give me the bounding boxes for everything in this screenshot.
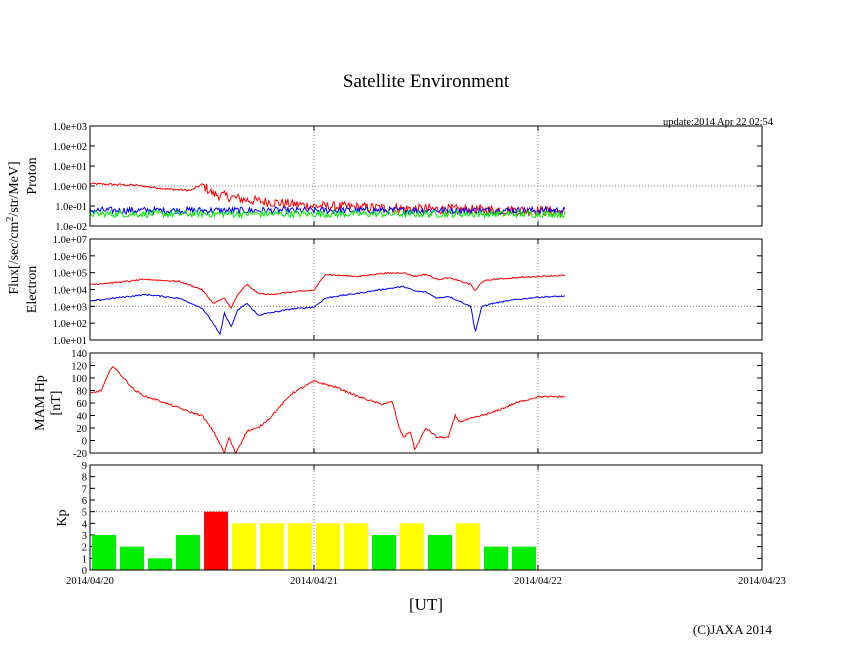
kp-bar — [176, 535, 200, 570]
mam-hp-ytick-label: 80 — [77, 387, 88, 398]
kp-frame — [89, 464, 763, 571]
electron-ytick-label: 1.0e+05 — [53, 269, 87, 280]
electron-series-electron-high — [90, 271, 566, 309]
proton-ylabel: Proton — [25, 157, 40, 194]
proton-ytick-label: 1.0e+00 — [53, 182, 87, 193]
kp-ytick-label: 6 — [82, 496, 87, 507]
proton-series-proton-mid — [90, 209, 566, 220]
chart-title: Satellite Environment — [343, 71, 510, 92]
flux-axis-label: Flux[/sec/cm2/str/MeV] — [5, 161, 22, 294]
kp-bar — [344, 523, 368, 570]
proton-frame — [89, 125, 763, 227]
kp-bar — [372, 535, 396, 570]
electron-ylabel: Electron — [25, 266, 40, 313]
proton-ytick-label: 1.0e+02 — [53, 142, 87, 153]
x-tick-label: 2014/04/21 — [290, 576, 338, 587]
x-tick-label: 2014/04/20 — [66, 576, 114, 587]
update-timestamp: update:2014 Apr 22 02:54 — [663, 117, 774, 128]
kp-bar — [400, 523, 424, 570]
kp-bar — [512, 546, 536, 570]
proton-series-proton-high — [90, 182, 566, 218]
electron-ytick-label: 1.0e+01 — [53, 336, 87, 347]
proton-ytick-label: 1.0e+03 — [53, 122, 87, 133]
kp-bar — [232, 523, 256, 570]
kp-bar — [288, 523, 312, 570]
kp-ytick-label: 9 — [82, 461, 87, 472]
electron-ytick-label: 1.0e+06 — [53, 252, 87, 263]
kp-ytick-label: 8 — [82, 473, 87, 484]
kp-bar — [148, 558, 172, 570]
kp-ytick-label: 2 — [82, 543, 87, 554]
mam-hp-frame — [89, 352, 763, 454]
x-tick-label: 2014/04/23 — [738, 576, 786, 587]
kp-bar — [456, 523, 480, 570]
mam-hp-ytick-label: 120 — [71, 362, 87, 373]
mam-hp-series-hp — [90, 365, 565, 453]
mam-hp-ytick-label: 20 — [77, 424, 88, 435]
kp-bar — [484, 546, 508, 570]
mam-hp-ylabel: MAM Hp — [33, 375, 48, 431]
kp-bar — [92, 535, 116, 570]
kp-bar — [260, 523, 284, 570]
proton-ytick-label: 1.0e-02 — [55, 222, 87, 233]
electron-ytick-label: 1.0e+07 — [53, 235, 87, 246]
kp-bar — [316, 523, 340, 570]
x-tick-label: 2014/04/22 — [514, 576, 562, 587]
kp-ytick-label: 1 — [82, 554, 87, 565]
kp-ytick-label: 0 — [82, 566, 87, 577]
electron-series-electron-low — [90, 285, 566, 336]
kp-ytick-label: 4 — [82, 519, 88, 530]
x-axis-label: [UT] — [409, 595, 443, 614]
proton-ytick-label: 1.0e-01 — [55, 202, 87, 213]
electron-ytick-label: 1.0e+04 — [53, 286, 88, 297]
kp-bar — [428, 535, 452, 570]
kp-ytick-label: 7 — [82, 484, 87, 495]
kp-bar — [204, 511, 228, 570]
kp-ytick-label: 5 — [82, 508, 87, 519]
mam-hp-ytick-label: 40 — [77, 412, 88, 423]
electron-ytick-label: 1.0e+02 — [53, 319, 87, 330]
mam-hp-ytick-label: 60 — [77, 399, 88, 410]
kp-ylabel: Kp — [55, 509, 70, 526]
kp-ytick-label: 3 — [82, 531, 87, 542]
copyright: (C)JAXA 2014 — [693, 622, 773, 637]
kp-bar — [120, 546, 144, 570]
proton-ytick-label: 1.0e+01 — [53, 162, 87, 173]
mam-hp-ytick-label: 100 — [71, 374, 87, 385]
electron-ytick-label: 1.0e+03 — [53, 302, 87, 313]
mam-hp-ytick-label: 140 — [71, 349, 87, 360]
mam-hp-ytick-label: -20 — [73, 449, 87, 460]
mam-hp-ylabel-unit: [nT] — [49, 391, 64, 416]
electron-frame — [89, 238, 763, 341]
mam-hp-ytick-label: 0 — [82, 437, 87, 448]
